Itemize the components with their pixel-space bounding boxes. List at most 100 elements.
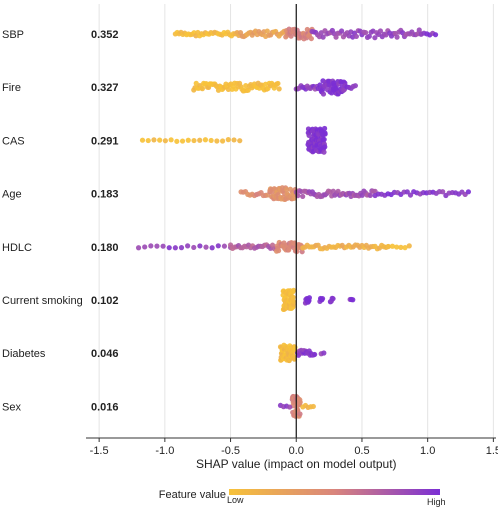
shap-point	[352, 83, 358, 89]
shap-point	[372, 35, 378, 41]
legend-colorbar	[229, 489, 440, 495]
shap-point	[398, 244, 404, 250]
shap-point	[312, 351, 318, 358]
shap-point	[225, 86, 232, 93]
shap-point	[367, 192, 373, 198]
shap-point	[394, 34, 400, 40]
importance-value: 0.180	[91, 242, 119, 254]
shap-point	[330, 296, 336, 302]
shap-point	[284, 186, 290, 192]
feature-rows: SBP 0.352 Fire 0.327 CAS 0.291 Age 0.183 HDLC 0.1…	[2, 29, 119, 413]
shap-point	[179, 138, 186, 144]
shap-point	[385, 243, 391, 250]
importance-value: 0.352	[91, 29, 119, 41]
shap-point	[377, 28, 384, 34]
shap-point	[320, 34, 326, 40]
shap-point	[145, 137, 151, 144]
x-tick-label: -1.0	[155, 445, 174, 457]
shap-point	[219, 138, 226, 144]
x-axis-title: SHAP value (impact on model output)	[196, 457, 397, 471]
x-tick-label: 0.0	[289, 445, 304, 457]
shap-point	[168, 137, 174, 143]
legend-low-label: Low	[227, 495, 244, 505]
shap-point	[404, 189, 410, 195]
feature-label: Fire	[2, 82, 21, 94]
shap-point	[191, 137, 197, 144]
shap-point	[139, 137, 146, 143]
shap-point	[276, 86, 282, 92]
importance-value: 0.291	[91, 135, 119, 147]
shap-point	[321, 125, 328, 132]
shap-point	[185, 137, 191, 143]
shap-point	[264, 28, 270, 34]
shap-point	[407, 192, 414, 198]
shap-point	[135, 245, 142, 251]
data-points	[135, 26, 471, 419]
shap-point	[214, 138, 220, 144]
shap-point	[465, 189, 471, 195]
shap-point	[151, 137, 157, 143]
shap-point	[300, 193, 306, 200]
shap-point	[288, 33, 294, 39]
grid-lines	[98, 4, 494, 438]
shap-point	[185, 243, 191, 249]
feature-label: CAS	[2, 135, 25, 147]
shap-point	[306, 295, 312, 301]
importance-value: 0.183	[91, 189, 119, 201]
feature-label: SBP	[2, 29, 24, 41]
shap-point	[290, 294, 296, 300]
shap-point	[178, 245, 185, 251]
color-legend: Feature value Low High	[159, 489, 446, 507]
importance-value: 0.327	[91, 82, 119, 94]
shap-point	[275, 248, 282, 254]
shap-point	[202, 137, 209, 143]
shap-point	[350, 297, 356, 303]
shap-point	[275, 80, 281, 87]
shap-point	[209, 245, 215, 251]
shap-point	[290, 298, 297, 305]
shap-point	[208, 137, 214, 144]
shap-point	[406, 243, 412, 249]
x-axis-ticks: -1.5 -1.0 -0.5 0.0 0.5 1.0 1.5	[90, 438, 498, 457]
shap-point	[157, 137, 163, 143]
shap-point	[432, 32, 439, 38]
shap-point	[320, 91, 327, 97]
feature-label: Age	[2, 189, 22, 201]
shap-point	[199, 86, 206, 92]
feature-label: Sex	[2, 401, 21, 413]
feature-label: HDLC	[2, 242, 32, 254]
shap-point	[308, 35, 314, 42]
shap-point	[191, 244, 197, 251]
shap-point	[339, 28, 345, 34]
shap-point	[203, 244, 209, 250]
x-tick-label: -0.5	[221, 445, 240, 457]
x-tick-label: 0.5	[354, 445, 369, 457]
shap-point	[321, 149, 327, 155]
shap-point	[231, 137, 237, 143]
shap-point	[394, 244, 400, 250]
shap-point	[160, 243, 166, 249]
feature-label: Current smoking	[2, 295, 83, 307]
shap-point	[321, 136, 327, 143]
shap-point	[402, 245, 408, 251]
importance-value: 0.102	[91, 295, 119, 307]
x-tick-label: -1.5	[90, 445, 109, 457]
shap-point	[363, 29, 369, 36]
x-tick-label: 1.5	[486, 445, 498, 457]
shap-point	[389, 243, 396, 249]
shap-point	[225, 137, 231, 143]
shap-point	[299, 249, 305, 255]
shap-point	[148, 243, 154, 249]
shap-point	[197, 243, 203, 249]
feature-label: Diabetes	[2, 348, 46, 360]
shap-point	[142, 244, 148, 250]
shap-point	[310, 403, 316, 410]
shap-point	[166, 245, 172, 251]
legend-title: Feature value	[159, 489, 226, 501]
shap-point	[197, 137, 203, 143]
shap-point	[297, 399, 303, 405]
legend-high-label: High	[427, 497, 446, 507]
shap-point	[162, 138, 168, 144]
shap-point	[335, 188, 341, 194]
